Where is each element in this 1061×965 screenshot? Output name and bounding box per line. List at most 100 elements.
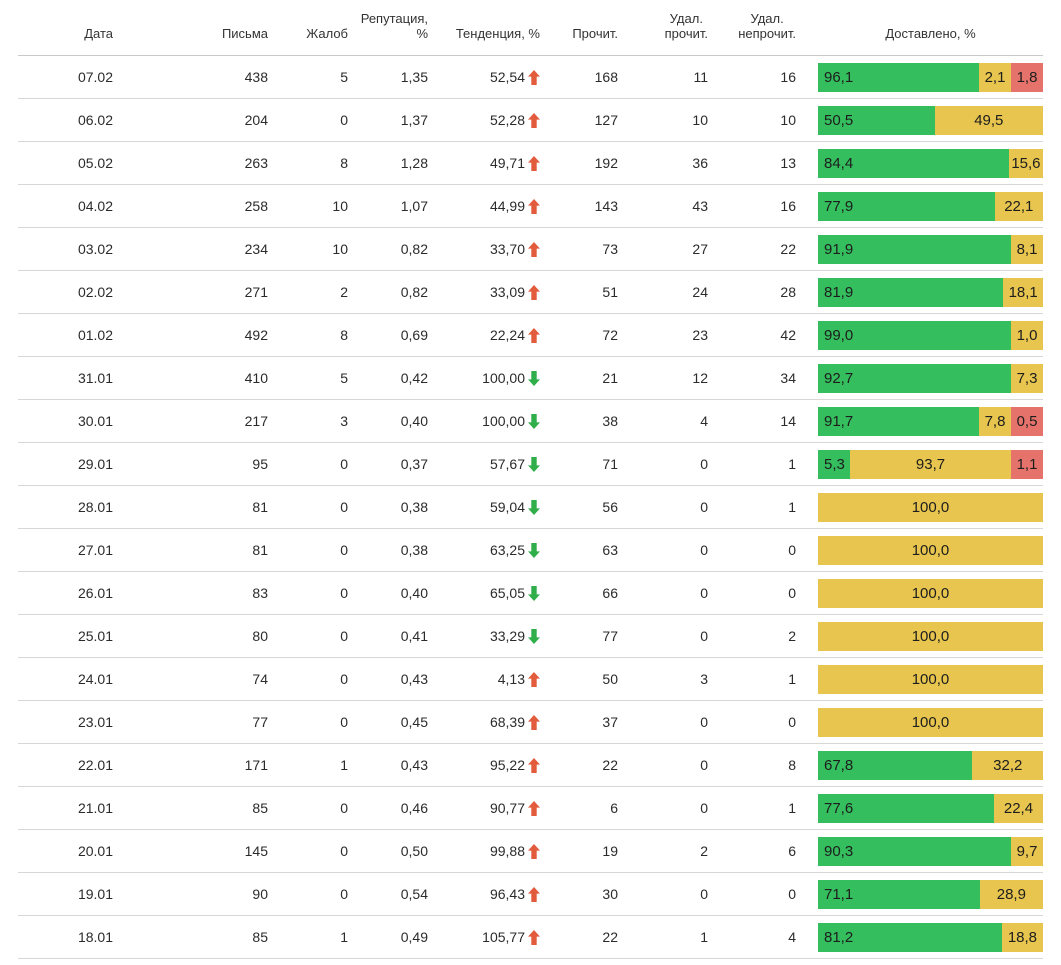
trend-up-icon <box>528 284 540 300</box>
cell-deleted-unread: 0 <box>788 542 796 558</box>
cell-deleted-unread: 34 <box>780 370 796 386</box>
cell-read: 192 <box>594 155 618 171</box>
trend-value: 105,77 <box>482 929 525 945</box>
trend-up-icon <box>528 112 540 128</box>
delivered-segment-green: 77,6 <box>818 793 994 823</box>
cell-reputation: 0,37 <box>400 456 428 472</box>
delivered-segment-green: 90,3 <box>818 836 1011 866</box>
trend-value: 22,24 <box>489 327 525 343</box>
trend-value: 63,25 <box>489 542 525 558</box>
cell-date: 24.01 <box>77 671 113 687</box>
cell-deleted-read: 11 <box>693 69 708 85</box>
delivered-segment-yellow: 100,0 <box>818 492 1043 522</box>
cell-deleted-read: 3 <box>700 671 708 687</box>
cell-date: 31.01 <box>77 370 113 386</box>
cell-letters: 90 <box>252 886 268 902</box>
trend-up-icon <box>528 327 540 343</box>
table-row: 26.01 83 0 0,40 65,05 66 0 0 100,0 <box>18 572 1043 615</box>
delivered-segment-yellow: 100,0 <box>818 578 1043 608</box>
table-row: 20.01 145 0 0,50 99,88 19 2 6 90,3 9,7 <box>18 830 1043 873</box>
trend-up-icon <box>528 671 540 687</box>
cell-deleted-read: 43 <box>692 198 708 214</box>
cell-deleted-read: 0 <box>700 714 708 730</box>
delivered-segment-yellow: 100,0 <box>818 707 1043 737</box>
trend-value: 33,70 <box>489 241 525 257</box>
cell-trend: 95,22 <box>428 757 540 773</box>
cell-read: 77 <box>602 628 618 644</box>
delivered-segment-yellow: 7,3 <box>1011 363 1043 393</box>
cell-complaints: 10 <box>332 198 348 214</box>
cell-deleted-unread: 13 <box>780 155 796 171</box>
cell-trend: 52,28 <box>428 112 540 128</box>
cell-delivered: 81,2 18,8 <box>796 922 1043 952</box>
cell-date: 25.01 <box>77 628 113 644</box>
header-complaints: Жалоб <box>306 26 348 41</box>
delivered-bar: 100,0 <box>818 707 1043 737</box>
table-row: 05.02 263 8 1,28 49,71 192 36 13 84,4 15,… <box>18 142 1043 185</box>
cell-delivered: 96,1 2,1 1,8 <box>796 62 1043 92</box>
cell-delivered: 91,7 7,8 0,5 <box>796 406 1043 436</box>
delivered-segment-yellow: 100,0 <box>818 621 1043 651</box>
cell-read: 21 <box>602 370 618 386</box>
cell-complaints: 2 <box>340 284 348 300</box>
cell-complaints: 5 <box>340 69 348 85</box>
cell-letters: 81 <box>252 499 268 515</box>
cell-trend: 59,04 <box>428 499 540 515</box>
table-row: 29.01 95 0 0,37 57,67 71 0 1 5,3 93,7 1,1 <box>18 443 1043 486</box>
cell-delivered: 81,9 18,1 <box>796 277 1043 307</box>
cell-deleted-unread: 42 <box>780 327 796 343</box>
cell-read: 168 <box>594 69 618 85</box>
cell-complaints: 0 <box>340 714 348 730</box>
delivered-bar: 77,9 22,1 <box>818 191 1043 221</box>
cell-reputation: 0,82 <box>400 284 428 300</box>
cell-deleted-unread: 16 <box>780 69 796 85</box>
cell-deleted-unread: 6 <box>788 843 796 859</box>
cell-letters: 492 <box>244 327 268 343</box>
trend-down-icon <box>528 585 540 601</box>
delivered-bar: 100,0 <box>818 621 1043 651</box>
cell-deleted-unread: 2 <box>788 628 796 644</box>
trend-up-icon <box>528 757 540 773</box>
cell-deleted-read: 0 <box>700 800 708 816</box>
cell-trend: 65,05 <box>428 585 540 601</box>
delivered-segment-yellow: 49,5 <box>934 105 1043 135</box>
delivered-segment-green: 91,9 <box>818 234 1011 264</box>
cell-deleted-unread: 0 <box>788 886 796 902</box>
cell-delivered: 77,9 22,1 <box>796 191 1043 221</box>
cell-delivered: 100,0 <box>796 578 1043 608</box>
cell-deleted-unread: 14 <box>780 413 796 429</box>
cell-deleted-unread: 16 <box>780 198 796 214</box>
cell-date: 30.01 <box>77 413 113 429</box>
cell-read: 73 <box>602 241 618 257</box>
cell-trend: 33,29 <box>428 628 540 644</box>
trend-up-icon <box>528 800 540 816</box>
trend-value: 59,04 <box>489 499 525 515</box>
delivered-segment-yellow: 2,1 <box>979 62 1011 92</box>
cell-date: 21.01 <box>77 800 113 816</box>
cell-reputation: 0,43 <box>400 757 428 773</box>
cell-complaints: 8 <box>340 155 348 171</box>
delivered-segment-green: 84,4 <box>818 148 1009 178</box>
delivered-bar: 100,0 <box>818 535 1043 565</box>
cell-letters: 83 <box>252 585 268 601</box>
cell-read: 72 <box>602 327 618 343</box>
delivered-segment-green: 99,0 <box>818 320 1011 350</box>
delivered-bar: 92,7 7,3 <box>818 363 1043 393</box>
cell-read: 19 <box>602 843 618 859</box>
delivered-bar: 84,4 15,6 <box>818 148 1043 178</box>
header-delivered: Доставлено, % <box>885 26 976 41</box>
delivered-segment-yellow: 22,1 <box>994 191 1043 221</box>
cell-trend: 49,71 <box>428 155 540 171</box>
cell-deleted-read: 4 <box>700 413 708 429</box>
cell-date: 07.02 <box>77 69 113 85</box>
cell-reputation: 0,45 <box>400 714 428 730</box>
cell-read: 66 <box>602 585 618 601</box>
email-stats-table: Дата Письма Жалоб Репутация, % Тенденция… <box>18 0 1043 959</box>
table-row: 03.02 234 10 0,82 33,70 73 27 22 91,9 8,1 <box>18 228 1043 271</box>
cell-date: 01.02 <box>77 327 113 343</box>
cell-delivered: 91,9 8,1 <box>796 234 1043 264</box>
delivered-bar: 71,1 28,9 <box>818 879 1043 909</box>
header-trend: Тенденция, % <box>455 26 540 41</box>
trend-down-icon <box>528 370 540 386</box>
cell-letters: 258 <box>244 198 268 214</box>
